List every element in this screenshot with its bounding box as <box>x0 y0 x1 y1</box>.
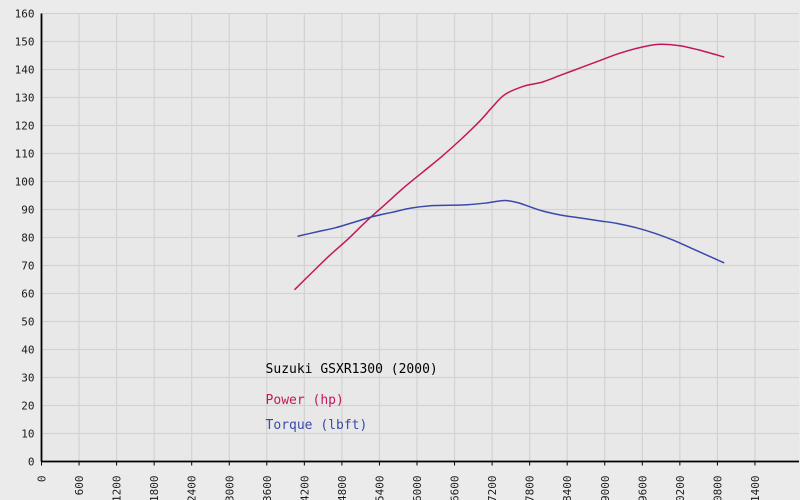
x-tick-label: 5400 <box>373 476 386 500</box>
x-tick-label: 7800 <box>524 476 537 500</box>
x-tick-label: 600 <box>73 476 86 496</box>
x-tick-label: 6600 <box>449 476 462 500</box>
y-tick-label: 30 <box>21 372 34 385</box>
x-tick-label: 10200 <box>674 476 687 500</box>
x-tick-label: 3000 <box>223 476 236 500</box>
grid-lines <box>40 12 799 463</box>
legend-entry: Torque (lbft) <box>266 418 368 433</box>
y-tick-label: 20 <box>21 400 34 413</box>
x-tick-label: 2400 <box>186 476 199 500</box>
y-tick-label: 150 <box>15 36 35 49</box>
legend-entry: Power (hp) <box>266 393 344 408</box>
tick-marks <box>41 461 756 466</box>
axis-lines <box>40 13 799 463</box>
x-tick-label: 0 <box>36 476 49 483</box>
x-tick-label: 1800 <box>148 476 161 500</box>
data-series-lines <box>294 43 725 291</box>
x-tick-label: 8400 <box>561 476 574 500</box>
x-tick-label: 9000 <box>599 476 612 500</box>
y-axis-tick-labels: 0 10 20 30 40 50 60 70 80 90 100 110 120 130 140 150 160 <box>15 8 35 469</box>
y-tick-label: 130 <box>15 92 35 105</box>
y-tick-label: 60 <box>21 288 34 301</box>
x-tick-label: 7200 <box>486 476 499 500</box>
series-line <box>294 43 725 291</box>
x-tick-label: 10800 <box>711 476 724 500</box>
y-tick-label: 70 <box>21 260 34 273</box>
x-tick-label: 6000 <box>411 476 424 500</box>
y-tick-label: 90 <box>21 204 34 217</box>
x-tick-label: 3600 <box>261 476 274 500</box>
y-tick-label: 110 <box>15 148 35 161</box>
chart-legend-annotations: Suzuki GSXR1300 (2000) Power (hp) Torque (… <box>266 362 438 433</box>
y-tick-label: 40 <box>21 344 34 357</box>
x-tick-label: 1200 <box>111 476 124 500</box>
y-tick-label: 0 <box>28 456 35 469</box>
x-tick-label: 9600 <box>636 476 649 500</box>
legend-entry: Suzuki GSXR1300 (2000) <box>266 362 438 377</box>
y-tick-label: 50 <box>21 316 34 329</box>
x-tick-label: 11400 <box>749 476 762 500</box>
x-axis-tick-labels: 0 600 1200 1800 2400 3000 3600 4200 4800 5400 6000… <box>36 476 762 500</box>
y-tick-label: 160 <box>15 8 35 21</box>
y-tick-label: 80 <box>21 232 34 245</box>
x-tick-label: 4800 <box>336 476 349 500</box>
y-tick-label: 10 <box>21 428 34 441</box>
series-line <box>297 199 725 264</box>
y-tick-label: 100 <box>15 176 35 189</box>
y-tick-label: 120 <box>15 120 35 133</box>
y-tick-label: 140 <box>15 64 35 77</box>
x-tick-label: 4200 <box>298 476 311 500</box>
